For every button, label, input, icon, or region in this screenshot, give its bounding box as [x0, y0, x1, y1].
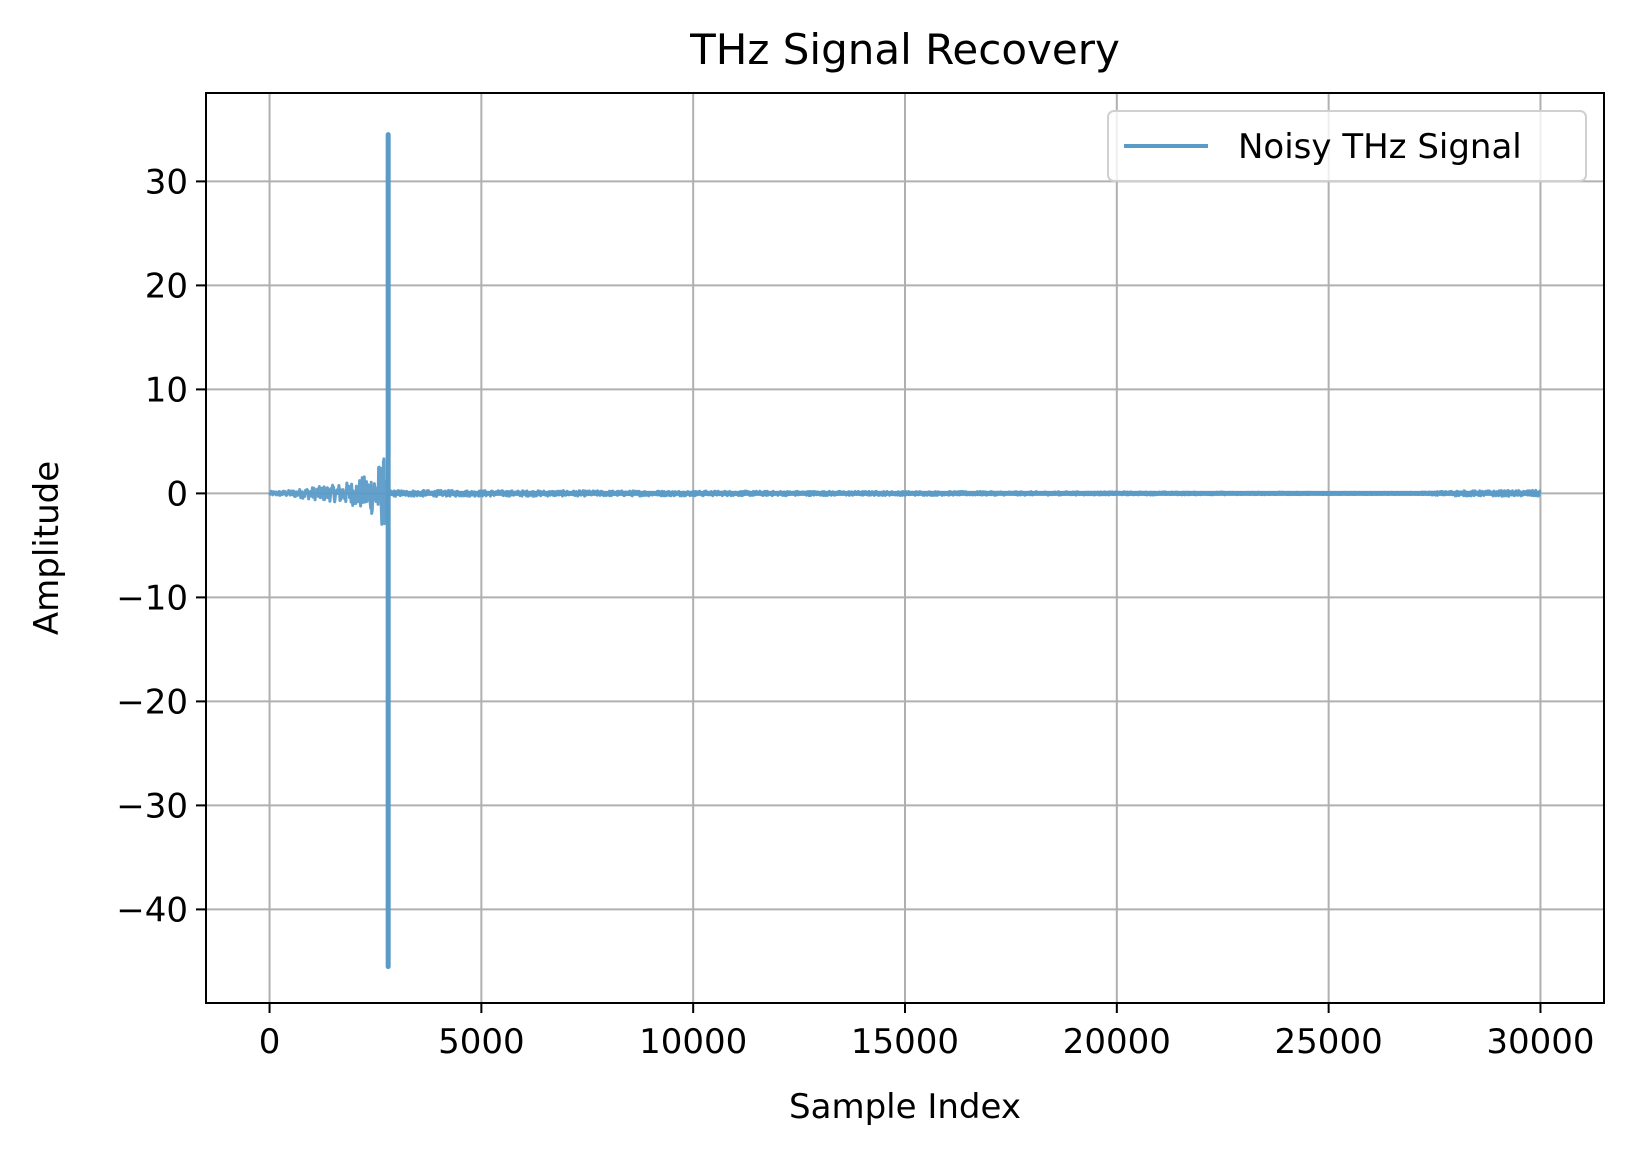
- x-tick-label: 25000: [1275, 1022, 1383, 1062]
- series-layer: [268, 132, 1542, 970]
- y-tick-label: −40: [116, 890, 188, 930]
- y-tick-label: 0: [166, 474, 188, 514]
- legend-box: [1107, 110, 1587, 182]
- y-tick-label: 20: [145, 266, 188, 306]
- y-axis-title: Amplitude: [27, 461, 67, 635]
- y-tick-label: −30: [116, 786, 188, 826]
- chart-title: THz Signal Recovery: [689, 25, 1120, 74]
- y-tick-label: 10: [145, 370, 188, 410]
- x-tick-label: 0: [259, 1022, 281, 1062]
- y-tick-label: −20: [116, 682, 188, 722]
- x-axis-ticks: 0 5000 10000 15000 20000 25000 30000: [259, 1003, 1595, 1062]
- legend: Noisy THz Signal: [1107, 110, 1587, 182]
- x-tick-label: 30000: [1486, 1022, 1594, 1062]
- x-tick-label: 15000: [851, 1022, 959, 1062]
- y-axis-ticks: 30 20 10 0 −10 −20 −30 −40: [116, 162, 206, 930]
- legend-label: Noisy THz Signal: [1238, 127, 1522, 167]
- y-tick-label: 30: [145, 162, 188, 202]
- x-tick-label: 20000: [1063, 1022, 1171, 1062]
- x-tick-label: 10000: [639, 1022, 747, 1062]
- x-axis-title: Sample Index: [789, 1087, 1021, 1127]
- x-tick-label: 5000: [438, 1022, 525, 1062]
- y-tick-label: −10: [116, 578, 188, 618]
